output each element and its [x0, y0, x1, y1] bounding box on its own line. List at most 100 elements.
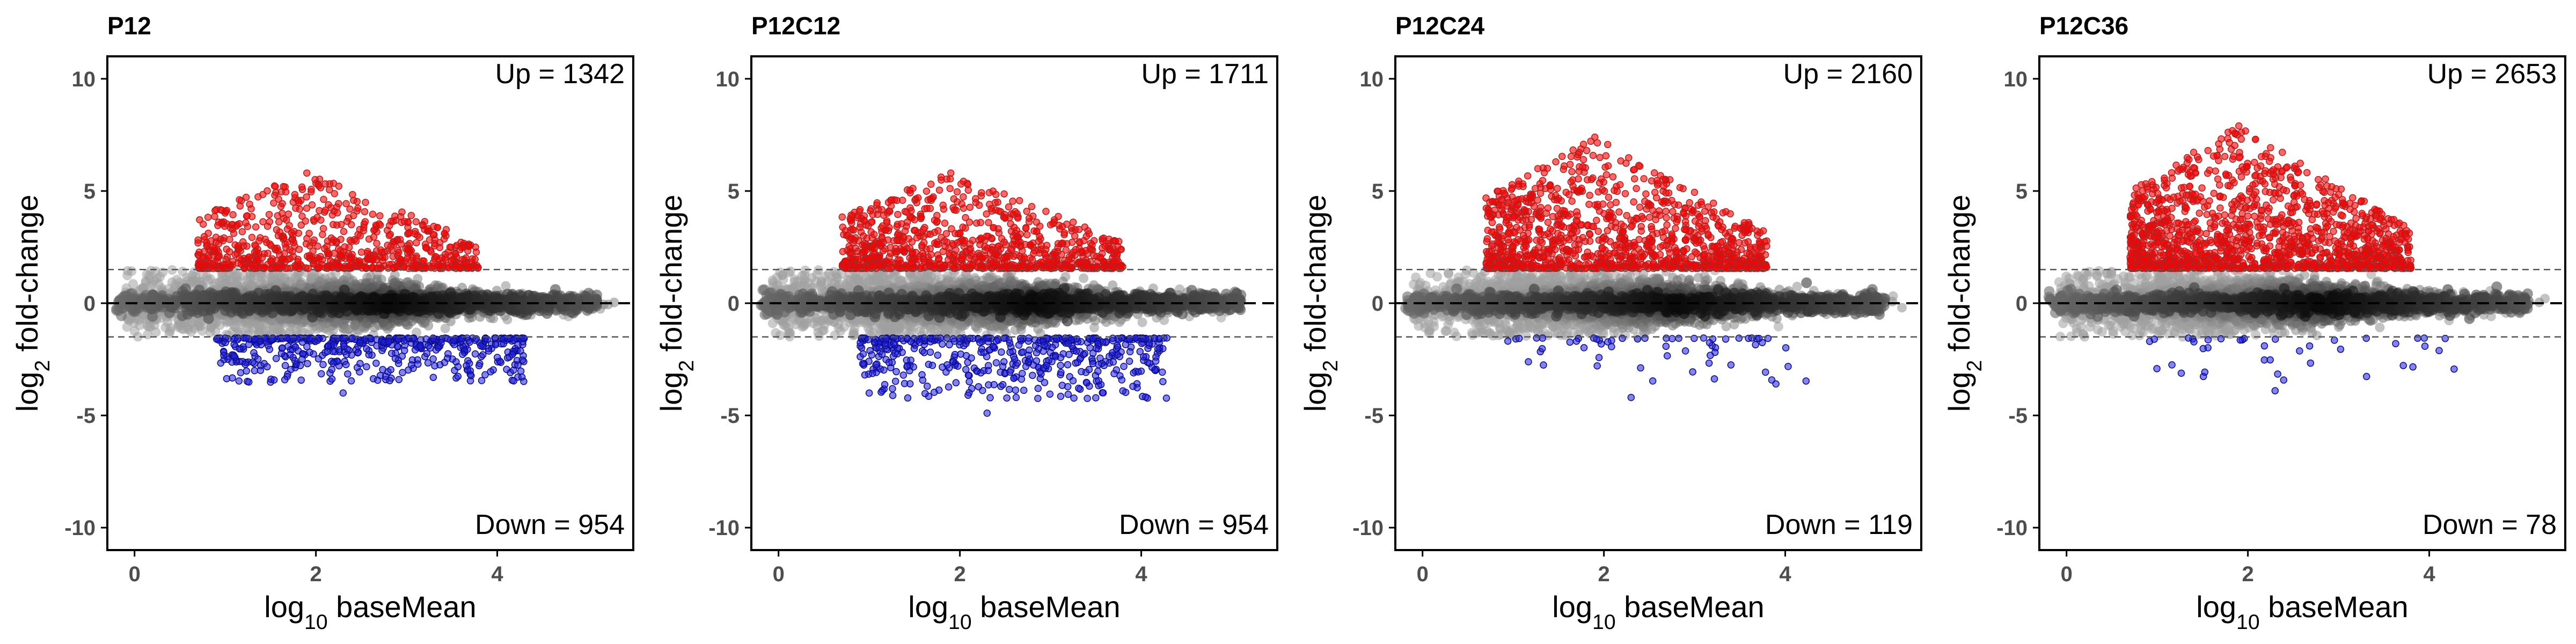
down-point [414, 360, 422, 368]
y-tick-label: -10 [64, 516, 96, 540]
down-count-label: Down = 954 [475, 509, 625, 540]
up-point [223, 245, 230, 253]
up-point [243, 213, 251, 220]
ns-point [256, 276, 266, 286]
down-point [493, 354, 501, 361]
ns-point [267, 316, 277, 326]
up-point [248, 233, 256, 241]
up-point [421, 225, 428, 233]
up-point [357, 248, 365, 256]
up-point [436, 262, 444, 269]
ns-point [603, 299, 613, 310]
up-point [236, 202, 244, 210]
up-point [385, 232, 393, 239]
down-point [266, 346, 274, 353]
down-point [423, 349, 431, 357]
ns-point [305, 325, 316, 335]
down-point [386, 377, 393, 384]
up-point [195, 260, 203, 268]
up-point [276, 228, 284, 236]
down-point [250, 349, 258, 356]
down-point [286, 351, 294, 358]
down-point [491, 334, 499, 342]
ns-point [232, 280, 242, 290]
up-point [324, 247, 331, 255]
down-point [296, 362, 304, 369]
panel-title: P12C12 [751, 12, 840, 40]
up-point [282, 216, 290, 224]
down-point [454, 363, 462, 371]
up-point [275, 195, 282, 203]
ns-point [278, 305, 289, 317]
down-point [514, 361, 522, 369]
up-point [337, 236, 345, 243]
up-point [370, 233, 378, 241]
up-point [364, 248, 371, 255]
ns-point [423, 321, 434, 331]
ns-point [125, 288, 136, 299]
ns-point [266, 272, 276, 282]
down-point [416, 342, 424, 350]
up-point [304, 265, 312, 272]
down-point [328, 375, 336, 383]
ns-point [413, 274, 423, 284]
up-point [434, 224, 442, 231]
y-tick-label: 0 [84, 292, 96, 316]
up-point [243, 242, 251, 250]
up-point [291, 191, 299, 199]
ns-point [164, 328, 174, 339]
x-tick-label: 2 [310, 562, 321, 586]
down-point [324, 348, 332, 355]
up-point [265, 210, 273, 218]
ns-point [238, 317, 248, 327]
down-point [479, 351, 487, 358]
down-point [263, 363, 271, 371]
down-point [281, 376, 289, 384]
up-point [223, 253, 231, 261]
up-point [404, 254, 412, 262]
down-point [429, 334, 437, 342]
up-point-max [303, 169, 311, 177]
up-point [231, 251, 239, 258]
down-point [330, 341, 338, 349]
up-point [412, 218, 420, 226]
up-point [452, 251, 459, 258]
down-point [487, 368, 494, 376]
up-point [328, 238, 336, 246]
down-point [284, 342, 292, 350]
up-point [315, 255, 323, 262]
up-point [290, 238, 298, 246]
up-point [436, 244, 444, 251]
down-point [291, 357, 299, 364]
up-point [253, 248, 260, 255]
down-point [242, 334, 250, 342]
down-point [230, 352, 238, 360]
x-axis-label-prefix: log [264, 590, 304, 624]
up-point [295, 265, 303, 272]
down-point [508, 350, 516, 358]
down-point [519, 334, 528, 342]
up-point [210, 244, 218, 252]
up-point [203, 239, 210, 247]
up-count-label: Up = 1342 [495, 58, 625, 90]
up-point [390, 240, 398, 248]
ns-point [231, 317, 241, 327]
ns-point [350, 320, 360, 331]
down-point [305, 334, 313, 342]
ns-point [184, 291, 195, 303]
down-point [303, 343, 311, 350]
up-point [376, 212, 384, 219]
up-point [342, 200, 350, 208]
ns-point [272, 324, 282, 334]
up-point [273, 244, 281, 252]
up-point [426, 236, 434, 244]
ns-point [246, 280, 257, 290]
down-point [319, 361, 327, 369]
ns-point [183, 275, 193, 286]
up-point [283, 225, 291, 233]
down-point [517, 347, 524, 355]
up-point [195, 248, 203, 256]
down-point [463, 362, 470, 370]
ns-point [378, 318, 388, 328]
